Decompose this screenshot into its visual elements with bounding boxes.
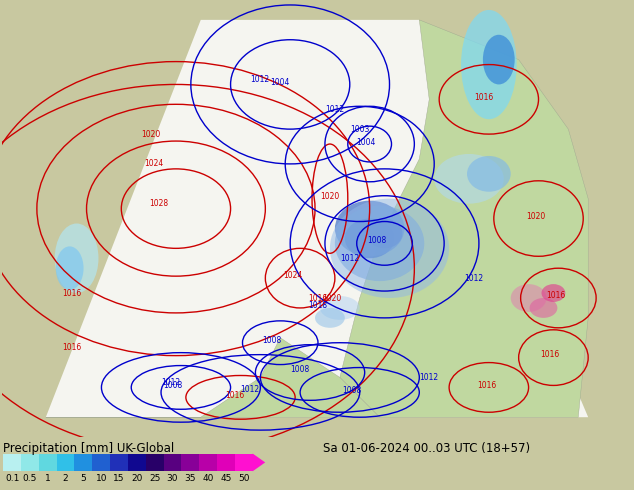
Text: 1016: 1016 [308, 294, 327, 303]
Ellipse shape [467, 156, 511, 192]
Text: 1012: 1012 [325, 105, 344, 114]
Ellipse shape [483, 35, 515, 84]
Text: 1008: 1008 [342, 386, 361, 395]
Ellipse shape [56, 246, 84, 290]
Text: 1012: 1012 [340, 254, 359, 263]
Text: 1016: 1016 [226, 391, 245, 400]
Text: 20: 20 [131, 473, 143, 483]
Ellipse shape [335, 206, 424, 281]
Polygon shape [46, 338, 380, 417]
Text: 1004: 1004 [356, 138, 375, 147]
Text: 1028: 1028 [149, 199, 168, 208]
Text: 15: 15 [113, 473, 125, 483]
Text: 1012: 1012 [161, 378, 180, 387]
Ellipse shape [434, 154, 504, 204]
Text: 40: 40 [202, 473, 214, 483]
Ellipse shape [541, 284, 566, 302]
Text: 1016: 1016 [477, 381, 496, 390]
Text: 1020: 1020 [527, 212, 546, 221]
Bar [235, 454, 253, 471]
Text: 1016: 1016 [547, 291, 566, 299]
Text: 5: 5 [81, 473, 86, 483]
Text: 25: 25 [149, 473, 160, 483]
Bar [199, 454, 217, 471]
Text: 1012: 1012 [250, 75, 269, 84]
Text: 0.1: 0.1 [5, 473, 19, 483]
Text: 1003: 1003 [350, 124, 369, 134]
Text: 1008: 1008 [290, 365, 309, 374]
Text: 45: 45 [220, 473, 231, 483]
Text: Precipitation [mm] UK-Global: Precipitation [mm] UK-Global [3, 442, 174, 455]
Polygon shape [340, 20, 588, 417]
Bar [39, 454, 56, 471]
Text: 35: 35 [184, 473, 196, 483]
Text: 50: 50 [238, 473, 250, 483]
Bar [3, 454, 21, 471]
Text: 1020: 1020 [320, 192, 339, 201]
Ellipse shape [366, 219, 403, 248]
Text: 1016: 1016 [474, 93, 493, 102]
Bar [181, 454, 199, 471]
Ellipse shape [511, 284, 547, 312]
Text: 1016: 1016 [61, 289, 81, 297]
Ellipse shape [315, 308, 345, 328]
Text: 1004: 1004 [270, 78, 290, 87]
Ellipse shape [529, 298, 557, 318]
Ellipse shape [320, 296, 359, 320]
Ellipse shape [345, 219, 394, 258]
Text: 1008: 1008 [163, 381, 183, 390]
Polygon shape [253, 454, 265, 471]
Text: 1016: 1016 [541, 350, 560, 359]
Ellipse shape [330, 198, 449, 298]
Text: 1016: 1016 [61, 343, 81, 352]
Text: 1012: 1012 [464, 273, 483, 283]
Text: 1012: 1012 [240, 385, 260, 394]
Text: 1018: 1018 [308, 301, 327, 310]
Text: 1008: 1008 [262, 336, 281, 345]
Text: 1024: 1024 [144, 159, 164, 169]
Bar [56, 454, 74, 471]
Ellipse shape [335, 201, 404, 256]
Text: 10: 10 [96, 473, 107, 483]
Text: 1008: 1008 [368, 236, 387, 245]
Bar [110, 454, 128, 471]
Bar [164, 454, 181, 471]
Text: 1020: 1020 [141, 129, 160, 139]
Ellipse shape [55, 223, 98, 293]
Polygon shape [46, 20, 588, 417]
Bar [146, 454, 164, 471]
Text: 1020: 1020 [322, 294, 341, 303]
Text: 2: 2 [63, 473, 68, 483]
Text: 30: 30 [167, 473, 178, 483]
Text: 1012: 1012 [419, 373, 439, 382]
Bar [128, 454, 146, 471]
Text: 1024: 1024 [283, 270, 302, 280]
Bar [217, 454, 235, 471]
Bar [93, 454, 110, 471]
Ellipse shape [461, 10, 517, 119]
Text: Sa 01-06-2024 00..03 UTC (18+57): Sa 01-06-2024 00..03 UTC (18+57) [323, 442, 531, 455]
Text: 1: 1 [45, 473, 51, 483]
Bar [74, 454, 93, 471]
Bar [21, 454, 39, 471]
Text: 0.5: 0.5 [23, 473, 37, 483]
